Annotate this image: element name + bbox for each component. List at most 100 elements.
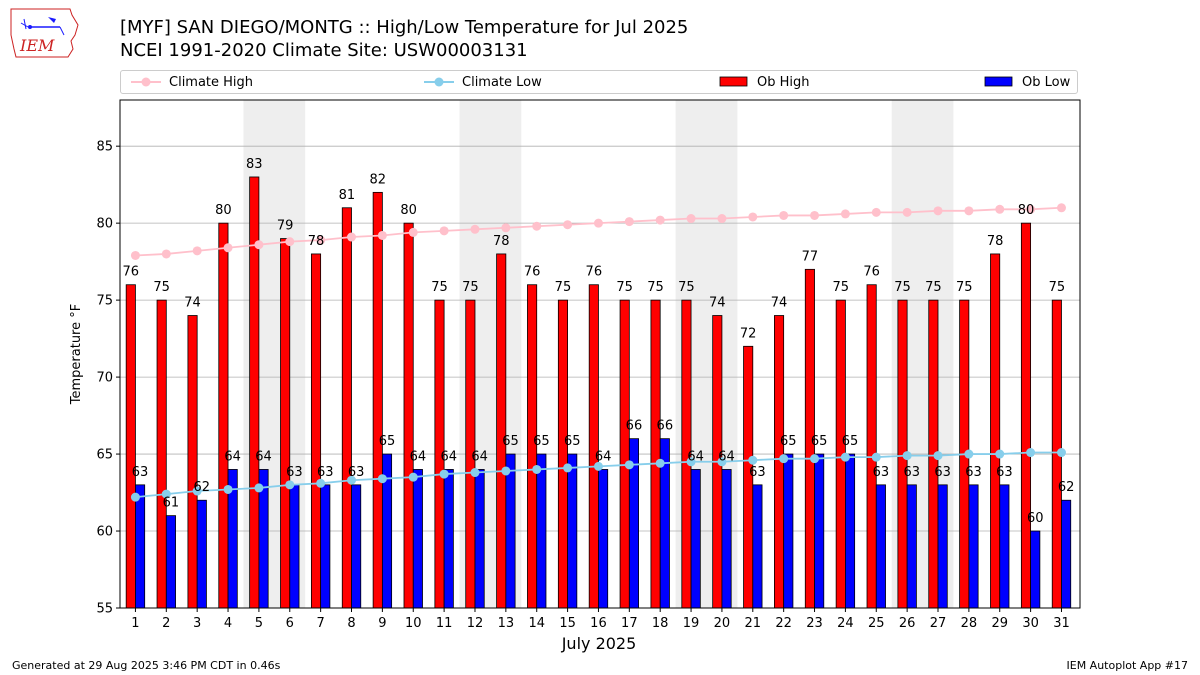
x-tick-label: 23	[806, 616, 823, 631]
ob-low-bar	[474, 469, 485, 609]
x-tick-label: 7	[317, 616, 325, 631]
footer-generated: Generated at 29 Aug 2025 3:46 PM CDT in …	[12, 659, 281, 672]
ob-high-label: 74	[709, 296, 726, 311]
ob-high-label: 75	[153, 280, 170, 295]
climate-low-point	[624, 460, 634, 470]
ob-low-label: 64	[255, 449, 272, 464]
ob-high-bar	[341, 207, 352, 609]
y-axis-label: Temperature °F	[69, 304, 84, 405]
x-tick-label: 22	[775, 616, 792, 631]
ob-low-bar	[412, 469, 423, 609]
y-tick-label: 75	[96, 294, 113, 309]
ob-low-label: 63	[132, 465, 149, 480]
climate-high-point	[902, 207, 912, 217]
ob-low-label: 62	[194, 480, 211, 495]
ob-low-bar	[135, 484, 146, 609]
x-tick-label: 4	[224, 616, 232, 631]
ob-high-label: 72	[740, 326, 757, 341]
climate-low-point	[347, 475, 357, 485]
ob-high-bar	[125, 284, 136, 609]
x-tick-label: 26	[899, 616, 916, 631]
ob-low-bar	[721, 469, 732, 609]
ob-low-bar	[814, 453, 825, 609]
climate-high-point	[593, 218, 603, 228]
ob-high-label: 78	[493, 234, 510, 249]
x-tick-label: 12	[467, 616, 484, 631]
climate-low-point	[995, 449, 1005, 459]
x-tick-label: 3	[193, 616, 201, 631]
ob-high-label: 76	[524, 265, 541, 280]
x-tick-label: 19	[683, 616, 700, 631]
climate-low-swatch	[424, 77, 454, 87]
ob-low-label: 63	[348, 465, 365, 480]
ob-high-label: 74	[184, 296, 201, 311]
y-tick-label: 60	[96, 525, 113, 540]
ob-low-label: 63	[749, 465, 766, 480]
climate-high-point	[810, 210, 820, 220]
ob-low-label: 64	[718, 449, 735, 464]
x-tick-label: 13	[498, 616, 515, 631]
ob-low-swatch	[984, 76, 1013, 87]
ob-low-label: 65	[564, 434, 581, 449]
x-tick-label: 2	[162, 616, 170, 631]
ob-low-label: 63	[873, 465, 890, 480]
ob-high-bar	[496, 253, 507, 609]
legend-ob-high: Ob High	[719, 71, 810, 93]
climate-low-point	[532, 464, 542, 474]
legend-label: Ob High	[757, 74, 810, 90]
climate-high-point	[779, 210, 789, 220]
ob-high-label: 75	[616, 280, 633, 295]
ob-high-label: 75	[1049, 280, 1066, 295]
climate-high-point	[964, 206, 974, 216]
legend-climate-low: Climate Low	[424, 71, 542, 93]
climate-high-point	[563, 220, 573, 230]
x-tick-label: 9	[378, 616, 386, 631]
ob-low-label: 65	[379, 434, 396, 449]
ob-high-bar	[403, 222, 414, 609]
climate-high-point	[130, 250, 140, 260]
ob-high-bar	[372, 191, 383, 609]
ob-low-bar	[937, 484, 948, 609]
ob-low-label: 66	[626, 419, 643, 434]
x-axis-label: July 2025	[561, 634, 637, 653]
ob-high-label: 75	[956, 280, 973, 295]
x-tick-label: 24	[837, 616, 854, 631]
legend-ob-low: Ob Low	[984, 71, 1070, 93]
ob-high-label: 81	[339, 188, 356, 203]
ob-high-bar	[650, 299, 661, 609]
x-tick-label: 31	[1053, 616, 1070, 631]
ob-low-bar	[320, 484, 331, 609]
ob-low-bar	[505, 453, 516, 609]
ob-low-label: 60	[1027, 511, 1044, 526]
climate-low-point	[377, 474, 387, 484]
y-tick-label: 85	[96, 140, 113, 155]
climate-high-point	[686, 214, 696, 224]
logo-text: IEM	[19, 36, 55, 55]
climate-high-point	[192, 246, 202, 256]
iem-logo: IEM	[8, 5, 82, 63]
ob-low-label: 63	[286, 465, 303, 480]
climate-low-point	[254, 483, 264, 493]
climate-low-point	[1056, 448, 1066, 458]
ob-low-bar	[598, 469, 609, 609]
climate-high-point	[1056, 203, 1066, 213]
ob-high-bar	[619, 299, 630, 609]
x-tick-label: 8	[347, 616, 355, 631]
climate-high-point	[532, 221, 542, 231]
x-tick-label: 15	[559, 616, 576, 631]
climate-low-point	[840, 452, 850, 462]
ob-high-bar	[557, 299, 568, 609]
climate-low-point	[933, 451, 943, 461]
climate-high-point	[840, 209, 850, 219]
ob-high-label: 76	[123, 265, 140, 280]
ob-high-label: 75	[555, 280, 572, 295]
ob-high-label: 75	[925, 280, 942, 295]
climate-low-point	[871, 452, 881, 462]
x-tick-label: 5	[255, 616, 263, 631]
climate-high-point	[717, 214, 727, 224]
climate-high-point	[470, 224, 480, 234]
ob-high-label: 77	[802, 249, 819, 264]
climate-high-point	[161, 249, 171, 259]
ob-low-label: 65	[533, 434, 550, 449]
x-tick-label: 28	[961, 616, 978, 631]
